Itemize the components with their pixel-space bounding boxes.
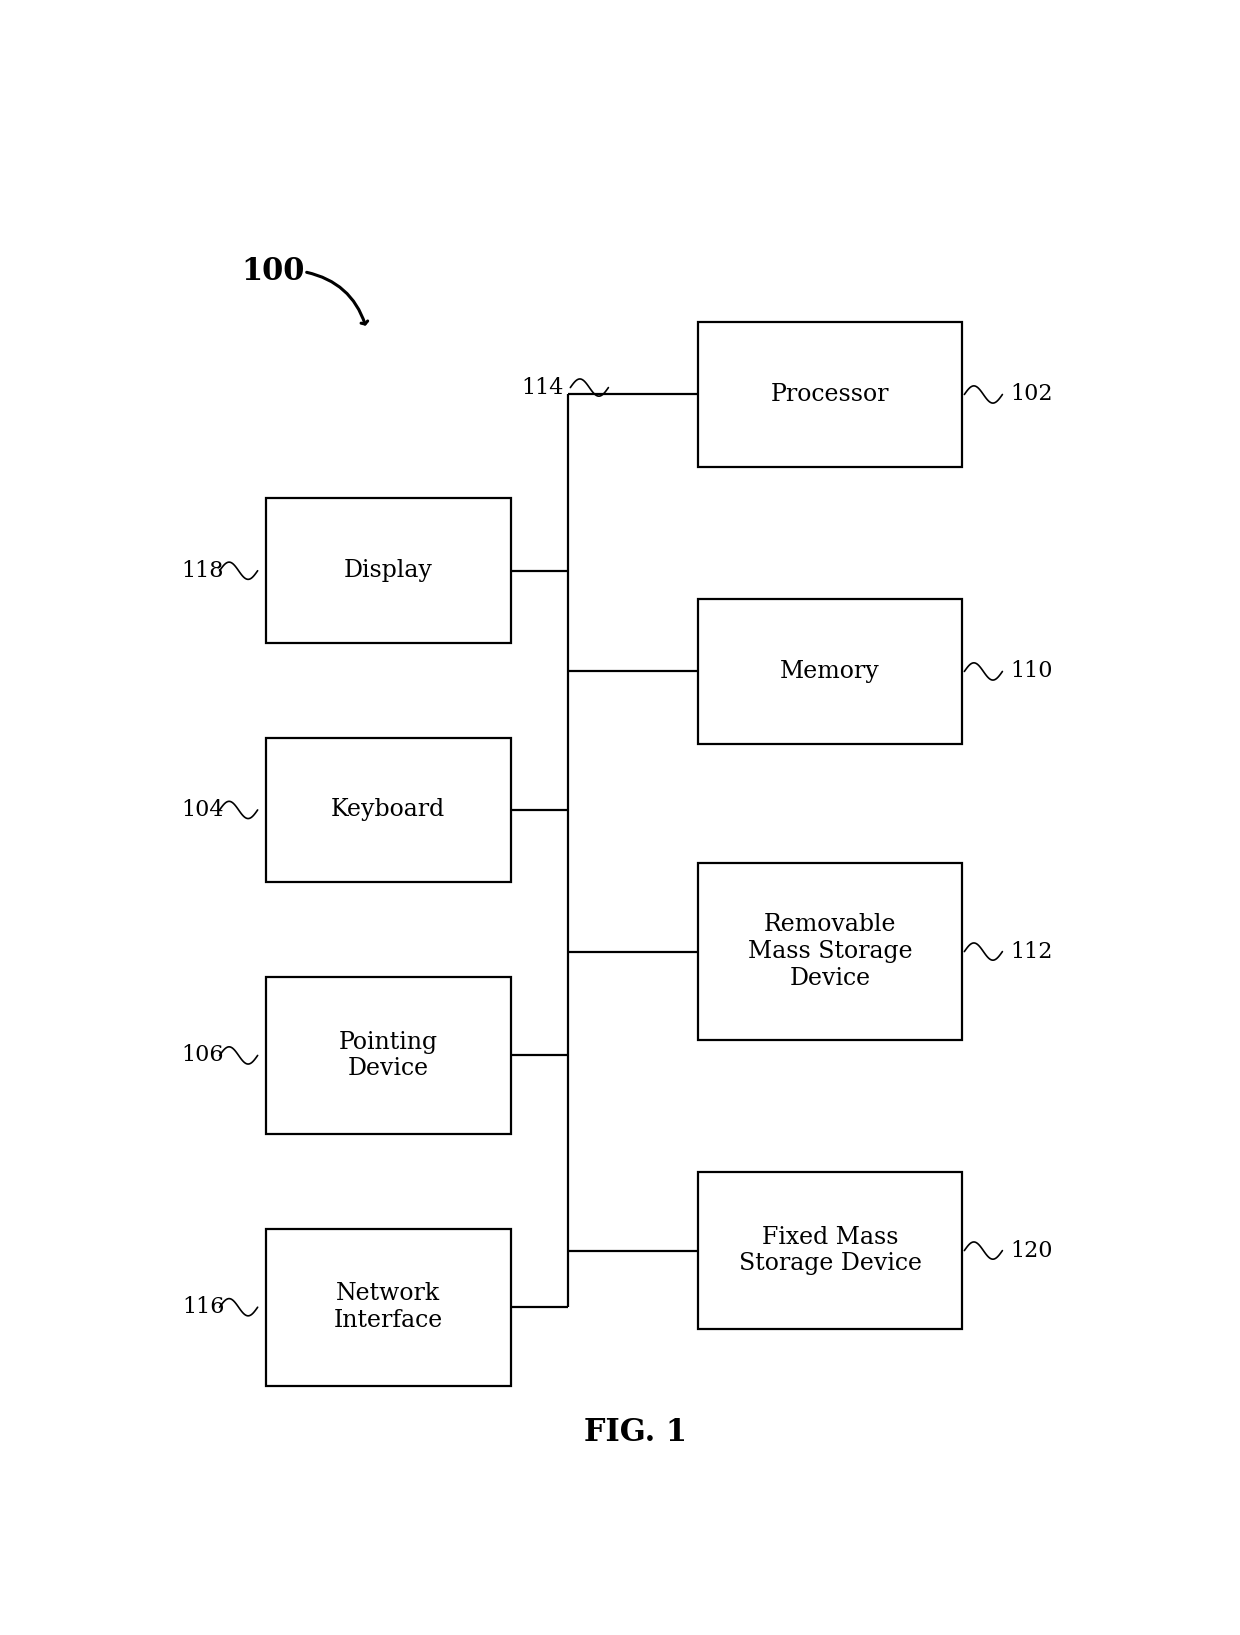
Text: Keyboard: Keyboard bbox=[331, 798, 445, 821]
Text: Fixed Mass
Storage Device: Fixed Mass Storage Device bbox=[739, 1226, 921, 1275]
Text: Processor: Processor bbox=[771, 383, 889, 405]
Bar bbox=[265, 499, 511, 643]
Text: Removable
Mass Storage
Device: Removable Mass Storage Device bbox=[748, 914, 913, 989]
Text: 120: 120 bbox=[1011, 1239, 1053, 1262]
Text: 112: 112 bbox=[1011, 940, 1053, 963]
Text: Pointing
Device: Pointing Device bbox=[339, 1030, 438, 1081]
Text: 114: 114 bbox=[521, 376, 563, 399]
Text: Memory: Memory bbox=[780, 661, 880, 683]
Text: FIG. 1: FIG. 1 bbox=[584, 1418, 687, 1449]
Bar bbox=[698, 863, 962, 1040]
Text: Display: Display bbox=[343, 559, 433, 582]
Bar bbox=[265, 1228, 511, 1386]
Bar bbox=[698, 322, 962, 468]
Text: 118: 118 bbox=[182, 559, 224, 582]
Text: 116: 116 bbox=[182, 1297, 224, 1318]
Text: 104: 104 bbox=[182, 800, 224, 821]
Bar bbox=[698, 1172, 962, 1329]
Bar bbox=[265, 737, 511, 883]
Text: 100: 100 bbox=[242, 257, 305, 288]
Text: 110: 110 bbox=[1011, 661, 1053, 682]
Text: 102: 102 bbox=[1011, 384, 1053, 405]
Bar bbox=[265, 976, 511, 1135]
Text: Network
Interface: Network Interface bbox=[334, 1282, 443, 1333]
Text: 106: 106 bbox=[182, 1045, 224, 1066]
Bar bbox=[698, 598, 962, 744]
